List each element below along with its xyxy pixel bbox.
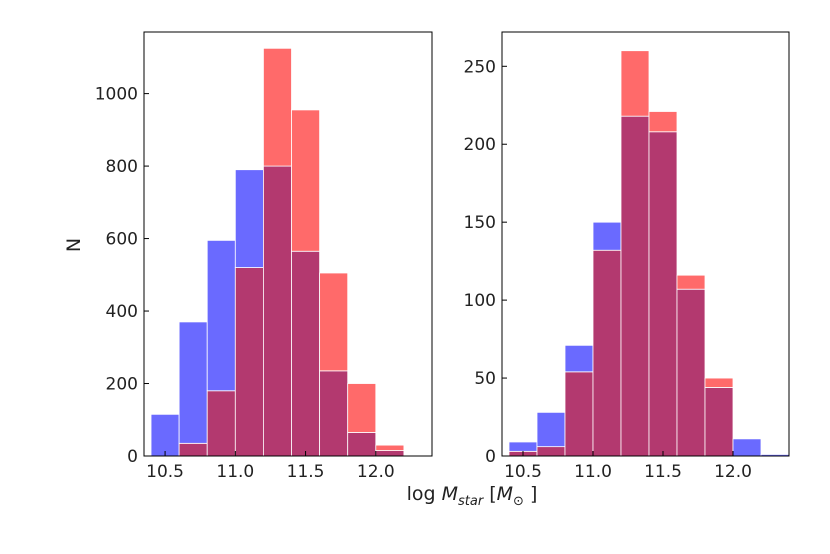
bar-blue-left-2 [206, 239, 236, 392]
x-tick-label-right-2: 11.5 [644, 462, 682, 482]
bar-overlap-left-5 [291, 250, 321, 457]
y-tick-label-right-4: 200 [464, 135, 496, 155]
bar-blue-left-0 [150, 413, 180, 457]
x-tick-label-right-1: 11.0 [574, 462, 612, 482]
bar-red-left-8 [375, 444, 405, 451]
bar-overlap-right-2 [564, 371, 594, 457]
bar-red-left-5 [291, 109, 321, 252]
bar-overlap-left-2 [206, 390, 236, 457]
x-axis-label-bracket-open: [ [483, 483, 496, 505]
bar-red-right-4 [620, 50, 650, 117]
y-tick-label-right-3: 150 [464, 213, 496, 233]
left-histogram-panel: 0 200 400 600 800 1000 10.5 11.0 11.5 12.0 [95, 31, 433, 482]
bar-blue-right-1 [536, 411, 566, 448]
bar-overlap-left-7 [347, 432, 377, 457]
x-axis-label-bracket-close: ] [524, 483, 537, 505]
x-tick-label-right-0: 10.5 [504, 462, 542, 482]
axes-frame-left [143, 31, 433, 457]
bar-overlap-left-3 [234, 267, 264, 457]
bar-overlap-right-3 [592, 249, 622, 457]
bar-red-left-6 [319, 272, 349, 372]
y-tick-label-left-0: 0 [127, 447, 138, 467]
bar-blue-right-2 [564, 344, 594, 373]
bar-overlap-left-8 [375, 450, 405, 457]
y-tick-label-right-5: 250 [464, 57, 496, 77]
x-tick-label-left-2: 11.5 [287, 462, 325, 482]
bar-overlap-left-1 [178, 442, 208, 457]
y-tick-label-right-1: 50 [474, 369, 496, 389]
x-tick-label-left-3: 12.0 [357, 462, 395, 482]
bar-blue-left-3 [234, 169, 264, 268]
y-axis-label: N [63, 238, 85, 252]
y-tick-label-left-2: 400 [106, 302, 138, 322]
y-tick-label-right-0: 0 [485, 447, 496, 467]
bar-overlap-right-6 [676, 288, 706, 457]
x-axis-label: log Mstar [M⊙ ] [407, 483, 538, 509]
y-tick-label-left-3: 600 [106, 230, 138, 250]
bar-blue-right-0 [508, 441, 538, 452]
bar-blue-right-3 [592, 221, 622, 251]
y-tick-label-left-4: 800 [106, 157, 138, 177]
bar-overlap-right-4 [620, 115, 650, 457]
y-tick-label-left-5: 1000 [95, 85, 138, 105]
x-axis-label-unit-symbol: M [497, 483, 513, 505]
bar-red-right-5 [648, 111, 678, 133]
bar-overlap-right-7 [704, 387, 734, 457]
bar-red-right-7 [704, 377, 734, 388]
bar-overlap-left-6 [319, 370, 349, 457]
y-tick-label-left-1: 200 [106, 375, 138, 395]
bar-overlap-left-4 [263, 165, 292, 457]
x-tick-label-left-0: 10.5 [146, 462, 184, 482]
right-histogram-panel: 0 50 100 150 200 250 10.5 11.0 11.5 12.0 [464, 31, 790, 482]
bar-red-left-7 [347, 383, 377, 433]
bar-overlap-right-1 [536, 446, 566, 457]
x-axis-label-prefix: log [407, 483, 442, 505]
x-tick-label-left-1: 11.0 [216, 462, 254, 482]
axes-frame-right [501, 31, 790, 457]
x-axis-label-unit-subscript: ⊙ [513, 494, 524, 509]
bar-blue-left-1 [178, 321, 208, 444]
x-axis-label-subscript: star [458, 494, 485, 509]
bar-blue-right-8 [732, 438, 762, 457]
bar-overlap-right-5 [648, 131, 678, 457]
bar-red-left-4 [263, 47, 292, 167]
y-tick-label-right-2: 100 [464, 291, 496, 311]
x-tick-label-right-3: 12.0 [714, 462, 752, 482]
bar-red-right-6 [676, 274, 706, 290]
x-axis-label-symbol: M [442, 483, 458, 505]
